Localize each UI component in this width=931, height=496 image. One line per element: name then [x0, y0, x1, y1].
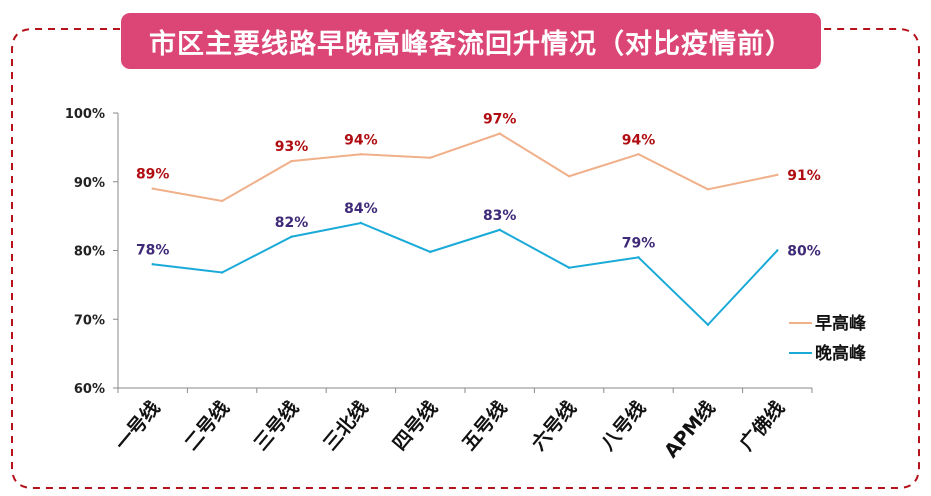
x-category-label: 五号线: [457, 396, 511, 454]
data-point: [498, 228, 501, 232]
legend-label: 晚高峰: [815, 343, 867, 364]
x-category-label: 八号线: [596, 396, 650, 454]
data-point: [498, 132, 501, 135]
data-point: [776, 173, 779, 177]
x-category-label: 三北线: [318, 396, 372, 454]
legend-label: 早高峰: [815, 313, 867, 334]
x-categories: 一号线 二号线 三号线 三北线 四号线 五号线 六号线 八号线 APM线 广佛线: [110, 388, 813, 462]
series-line-morning: [152, 132, 778, 203]
y-tick-label: 100%: [65, 107, 105, 122]
data-label: 97%: [483, 112, 517, 128]
y-tick-label: 80%: [74, 245, 105, 260]
data-label: 94%: [344, 132, 378, 148]
data-point: [567, 266, 571, 269]
data-label: 91%: [787, 168, 821, 184]
y-tick-label: 60%: [74, 382, 105, 397]
y-ticks: 60% 70% 80% 90% 100%: [65, 107, 118, 397]
x-category-label: 四号线: [388, 396, 442, 454]
data-point: [220, 271, 224, 274]
x-category-label: 二号线: [180, 396, 234, 454]
x-category-label: 一号线: [110, 396, 164, 454]
data-point: [776, 249, 779, 252]
data-label: 93%: [275, 139, 309, 155]
data-point: [637, 153, 640, 156]
axes: [117, 113, 812, 389]
data-point: [706, 323, 710, 326]
x-category-label: APM线: [659, 396, 719, 462]
data-label: 94%: [622, 132, 656, 148]
x-category-label: 广佛线: [735, 396, 789, 454]
series-lines: [151, 132, 779, 327]
data-point: [429, 250, 432, 254]
data-point: [567, 175, 571, 178]
data-point: [151, 187, 154, 190]
data-point: [220, 199, 224, 203]
data-point: [151, 263, 154, 266]
y-tick-label: 70%: [74, 313, 105, 328]
data-point: [359, 221, 363, 225]
series-line-evening: [152, 221, 779, 327]
data-label: 82%: [275, 215, 309, 231]
data-label: 78%: [136, 242, 170, 258]
data-point: [429, 156, 432, 159]
data-label: 83%: [483, 208, 517, 224]
data-point: [290, 235, 293, 238]
data-labels: 89% 93% 94% 97% 94% 91% 78% 82% 84% 83% 79% 80%: [136, 112, 821, 260]
y-tick-label: 90%: [74, 176, 105, 191]
chart-title: 市区主要线路早晚高峰客流回升情况（对比疫情前）: [121, 13, 821, 69]
data-label: 79%: [622, 235, 656, 251]
data-label: 84%: [344, 201, 378, 217]
data-label: 80%: [787, 244, 821, 260]
data-point: [290, 159, 293, 163]
x-category-label: 三号线: [249, 396, 303, 454]
data-point: [359, 153, 363, 156]
data-point: [637, 256, 640, 259]
x-category-label: 六号线: [527, 396, 581, 454]
data-point: [706, 188, 710, 191]
data-label: 89%: [136, 167, 170, 183]
